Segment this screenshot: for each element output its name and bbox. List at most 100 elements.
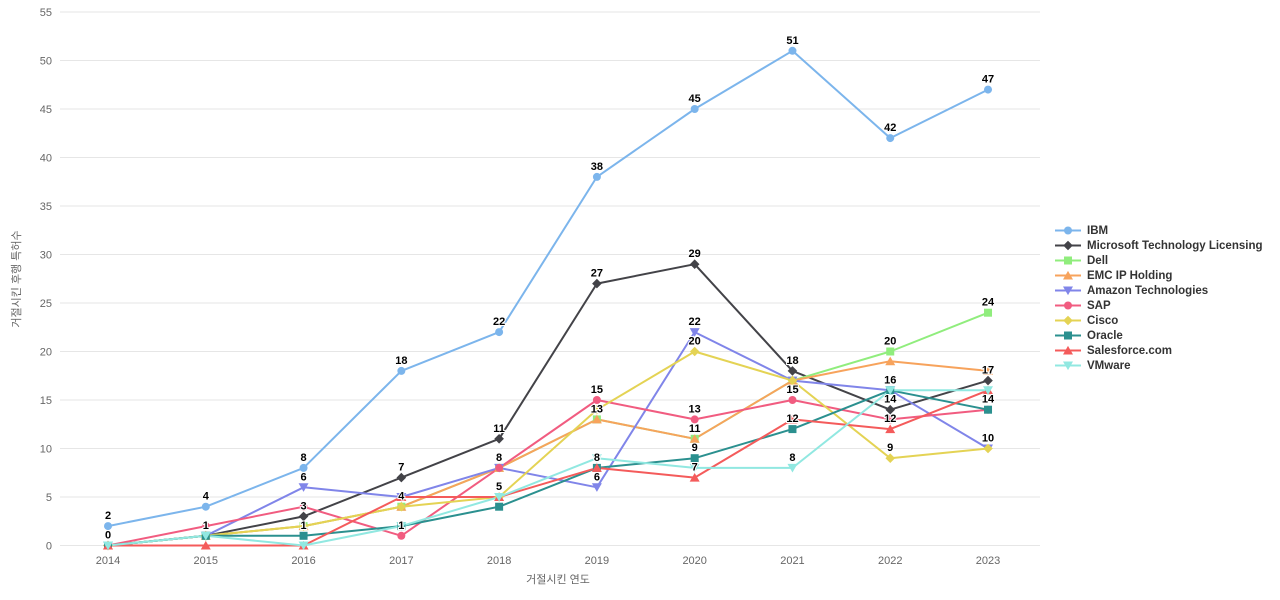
data-point-marker <box>689 259 700 269</box>
data-label: 14 <box>982 394 995 406</box>
data-point-marker <box>1063 286 1073 296</box>
circle-legend-marker-icon <box>1055 301 1081 310</box>
data-point-marker <box>396 492 407 501</box>
legend-label: Salesforce.com <box>1087 344 1173 357</box>
data-point-marker <box>1064 331 1072 340</box>
triangle-down-legend-marker-icon <box>1055 286 1081 296</box>
y-tick-label: 40 <box>40 153 52 165</box>
legend-label: Cisco <box>1087 314 1119 327</box>
y-tick-label: 35 <box>40 201 52 213</box>
data-point-marker <box>103 541 113 551</box>
data-point-marker <box>1063 345 1073 355</box>
y-tick-label: 20 <box>40 347 52 359</box>
data-point-marker <box>591 463 602 472</box>
data-label: 8 <box>300 452 306 464</box>
data-point-marker <box>1064 226 1072 235</box>
legend-item-emc-ip-holding[interactable]: EMC IP Holding <box>1054 268 1263 283</box>
data-point-marker <box>495 328 504 337</box>
data-point-marker <box>591 483 602 492</box>
data-point-marker <box>788 396 797 404</box>
x-tick-label: 2022 <box>878 555 902 567</box>
legend-item-amazon-technologies[interactable]: Amazon Technologies <box>1054 283 1263 298</box>
legend: IBM Microsoft Technology Licensing Dell EMC… <box>1054 223 1263 373</box>
y-tick-label: 25 <box>40 298 52 310</box>
data-point-marker <box>690 415 699 424</box>
data-label: 20 <box>689 336 701 348</box>
data-point-marker <box>104 522 112 531</box>
data-point-marker <box>1063 361 1073 371</box>
legend-item-oracle[interactable]: Oracle <box>1054 328 1263 343</box>
data-point-marker <box>495 502 504 511</box>
data-point-marker <box>299 531 308 540</box>
y-tick-label: 55 <box>40 7 52 19</box>
data-point-marker <box>1064 301 1072 310</box>
series-line-ibm <box>107 49 989 528</box>
series-line-microsoft-technology-licensing <box>107 263 989 547</box>
y-tick-label: 45 <box>40 104 52 116</box>
series-line-sap <box>107 399 989 547</box>
series-line-vmware <box>107 389 989 547</box>
data-point-marker <box>689 434 700 443</box>
data-point-marker <box>885 404 896 415</box>
data-point-marker <box>983 366 994 375</box>
data-label: 12 <box>786 413 798 425</box>
legend-item-dell[interactable]: Dell <box>1054 253 1263 268</box>
data-point-marker <box>299 463 308 472</box>
x-tick-label: 2020 <box>682 555 706 567</box>
data-label: 5 <box>496 481 502 493</box>
diamond-legend-marker-icon <box>1055 240 1081 251</box>
data-label: 13 <box>689 403 701 415</box>
y-tick-label: 30 <box>40 250 52 262</box>
data-point-marker <box>396 501 407 512</box>
data-point-marker <box>1063 315 1073 326</box>
legend-item-salesforce.com[interactable]: Salesforce.com <box>1054 343 1263 358</box>
square-legend-marker-icon <box>1055 331 1081 340</box>
data-point-marker <box>201 502 210 511</box>
data-label: 11 <box>689 423 701 435</box>
data-label: 9 <box>887 442 893 454</box>
data-label: 1 <box>398 520 404 532</box>
diamond-legend-marker-icon <box>1055 315 1081 326</box>
data-label: 8 <box>594 452 600 464</box>
data-point-marker <box>886 134 895 143</box>
data-point-marker <box>983 375 993 386</box>
x-axis-title: 거절시킨 연도 <box>526 573 590 586</box>
legend-item-sap[interactable]: SAP <box>1054 298 1263 313</box>
data-label: 7 <box>398 462 404 474</box>
data-point-marker <box>397 366 406 375</box>
y-tick-label: 0 <box>46 541 52 553</box>
data-label: 3 <box>300 500 306 512</box>
y-tick-label: 15 <box>40 395 52 407</box>
data-label: 16 <box>884 374 896 386</box>
data-point-marker <box>591 454 602 463</box>
data-point-marker <box>787 463 798 473</box>
data-point-marker <box>591 414 602 424</box>
data-label: 7 <box>692 462 698 474</box>
data-label: 4 <box>203 491 210 503</box>
data-point-marker <box>885 356 896 366</box>
legend-item-ibm[interactable]: IBM <box>1054 223 1263 238</box>
data-point-marker <box>298 521 309 531</box>
data-point-marker <box>396 472 407 483</box>
data-point-marker <box>494 493 505 502</box>
circle-legend-marker-icon <box>1055 226 1081 235</box>
data-point-marker <box>983 443 993 454</box>
data-label: 18 <box>786 355 798 367</box>
data-label: 29 <box>689 248 701 260</box>
data-label: 20 <box>884 336 896 348</box>
legend-item-cisco[interactable]: Cisco <box>1054 313 1263 328</box>
legend-label: VMware <box>1087 359 1131 372</box>
data-point-marker <box>494 434 504 444</box>
data-label: 2 <box>105 510 111 522</box>
data-point-marker <box>397 531 406 540</box>
data-point-marker <box>201 522 210 531</box>
legend-item-vmware[interactable]: VMware <box>1054 358 1263 373</box>
data-point-marker <box>787 414 798 424</box>
data-point-marker <box>886 347 895 356</box>
legend-item-microsoft-technology-licensing[interactable]: Microsoft Technology Licensing <box>1054 238 1263 253</box>
data-point-marker <box>788 425 797 434</box>
data-point-marker <box>495 463 504 472</box>
x-tick-label: 2019 <box>585 555 609 567</box>
